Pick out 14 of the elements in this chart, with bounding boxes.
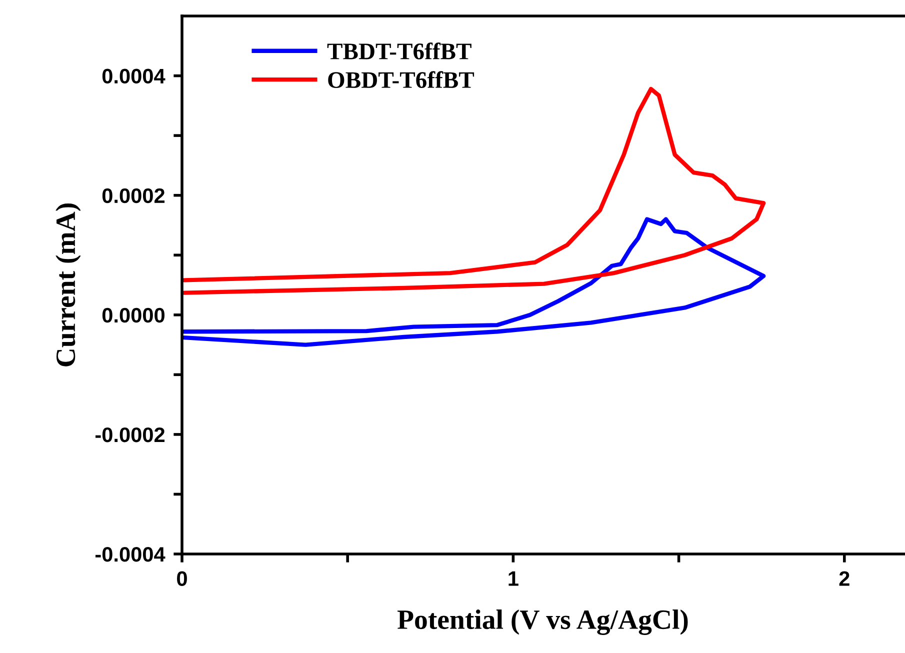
x-axis-title: Potential (V vs Ag/AgCl) bbox=[398, 610, 688, 635]
x-tick-label: 0 bbox=[177, 571, 187, 586]
y-tick-label: 0.0004 bbox=[102, 68, 166, 84]
y-axis-title: Current (mA) bbox=[56, 204, 81, 366]
x-tick-label: 2 bbox=[839, 571, 850, 586]
line-series bbox=[182, 217, 766, 347]
y-tick-label: 0.0002 bbox=[102, 188, 165, 204]
y-tick-label: 0.0000 bbox=[102, 308, 164, 323]
legend-label: TBDT-T6ffBT bbox=[327, 42, 472, 60]
legend-label: OBDT-T6ffBT bbox=[328, 71, 474, 88]
y-tick-label: -0.0002 bbox=[95, 427, 165, 442]
line-series bbox=[182, 86, 766, 295]
x-tick-label: 1 bbox=[508, 571, 518, 586]
y-tick-label: -0.0004 bbox=[95, 547, 166, 562]
